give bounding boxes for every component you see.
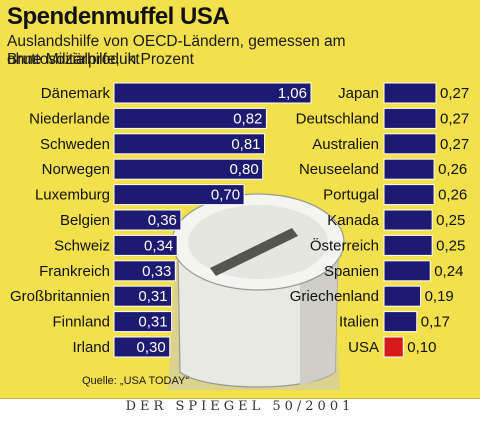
left-category-label: Schweden [40,136,110,153]
left-value-label: 0,33 [142,263,171,280]
left-bar [113,133,266,155]
left-category-label: Finnland [52,314,110,331]
right-value-label: 0,25 [436,237,465,254]
left-value-label: 0,31 [138,288,167,305]
right-value-label: 0,17 [421,314,450,331]
left-category-label: Dänemark [41,85,111,102]
bar-chart: Dänemark Niederlande Schweden Norwegen Luxem… [10,82,469,390]
right-value-labels: 0,27 0,27 0,27 0,26 0,26 0,25 0,25 0,24 0,19 0,17… [407,85,469,356]
box-body-shade [300,255,338,385]
left-category-label: Frankreich [39,263,110,280]
right-category-label: Australien [312,136,379,153]
source-note: Quelle: „USA TODAY“ [82,375,189,387]
donation-box-illustration [168,193,345,390]
right-bar [383,260,431,282]
right-category-label: Italien [339,314,379,331]
right-bar [383,285,422,307]
right-value-label: 0,19 [425,288,454,305]
left-value-label: 0,82 [233,110,262,127]
right-bar [383,133,437,155]
right-bar [383,158,435,180]
left-bars [113,82,312,358]
left-bar [113,209,182,231]
left-bar [113,260,176,282]
right-category-label: Neuseeland [299,161,379,178]
left-category-label: Norwegen [42,161,110,178]
left-value-labels: 1,06 0,82 0,81 0,80 0,70 0,36 0,34 0,33 0,31 0,31… [137,85,307,356]
left-category-label: Luxemburg [35,187,110,204]
right-category-label: Griechenland [290,288,379,305]
left-bar [113,285,173,307]
right-bars [383,82,437,358]
right-value-label: 0,27 [440,110,469,127]
left-bar [113,184,245,206]
box-lid-inner [188,205,328,279]
left-bar [113,336,171,358]
right-value-label: 0,26 [438,161,467,178]
chart-subtitle-line-1: Auslandshilfe von OECD-Ländern, gemessen… [7,33,346,68]
left-bar [113,311,173,333]
left-category-label: Schweiz [54,237,110,254]
left-bar [113,158,264,180]
right-value-label: 0,10 [407,339,436,356]
chart-panel: Spendenmuffel USA Auslandshilfe von OECD… [0,0,480,399]
right-category-label: Österreich [310,236,379,254]
left-value-label: 0,31 [138,314,167,331]
right-value-label: 0,24 [434,263,463,280]
left-category-label: Irland [72,339,110,356]
right-category-labels: Japan Deutschland Australien Neuseeland Port… [290,85,380,356]
right-bar [383,234,433,256]
left-category-label: Niederlande [29,110,110,127]
right-bar [383,107,437,129]
left-bar [113,107,267,129]
coin-slot [210,228,298,276]
right-value-label: 0,27 [440,136,469,153]
left-value-label: 0,70 [211,187,240,204]
right-category-label: Japan [338,85,379,102]
chart-title: Spendenmuffel USA [7,3,230,30]
right-bar [383,311,418,333]
right-category-label: Deutschland [296,110,379,127]
left-category-label: Großbritannien [10,288,110,305]
left-category-labels: Dänemark Niederlande Schweden Norwegen Luxem… [10,85,111,356]
right-bar [383,82,437,104]
left-value-label: 0,36 [148,212,177,229]
left-bar [113,82,312,104]
right-category-label: Spanien [324,263,379,280]
right-bar [383,184,435,206]
left-category-label: Belgien [60,212,110,229]
left-value-label: 0,81 [231,136,260,153]
left-value-label: 0,34 [144,237,173,254]
publication-footer: DER SPIEGEL 50/2001 [125,399,355,414]
left-value-label: 1,06 [278,85,307,102]
right-category-label: Portugal [323,187,379,204]
highlighted-bar [383,336,404,358]
chart-subtitle-line-2: ohne Militärhilfe, in Prozent [7,51,194,68]
right-category-label: USA [348,339,379,356]
left-bar [113,234,178,256]
right-value-label: 0,26 [438,187,467,204]
right-value-label: 0,27 [440,85,469,102]
right-category-label: Kanada [327,212,379,229]
right-value-label: 0,25 [436,212,465,229]
left-value-label: 0,30 [137,339,166,356]
left-value-label: 0,80 [229,161,258,178]
right-bar [383,209,433,231]
